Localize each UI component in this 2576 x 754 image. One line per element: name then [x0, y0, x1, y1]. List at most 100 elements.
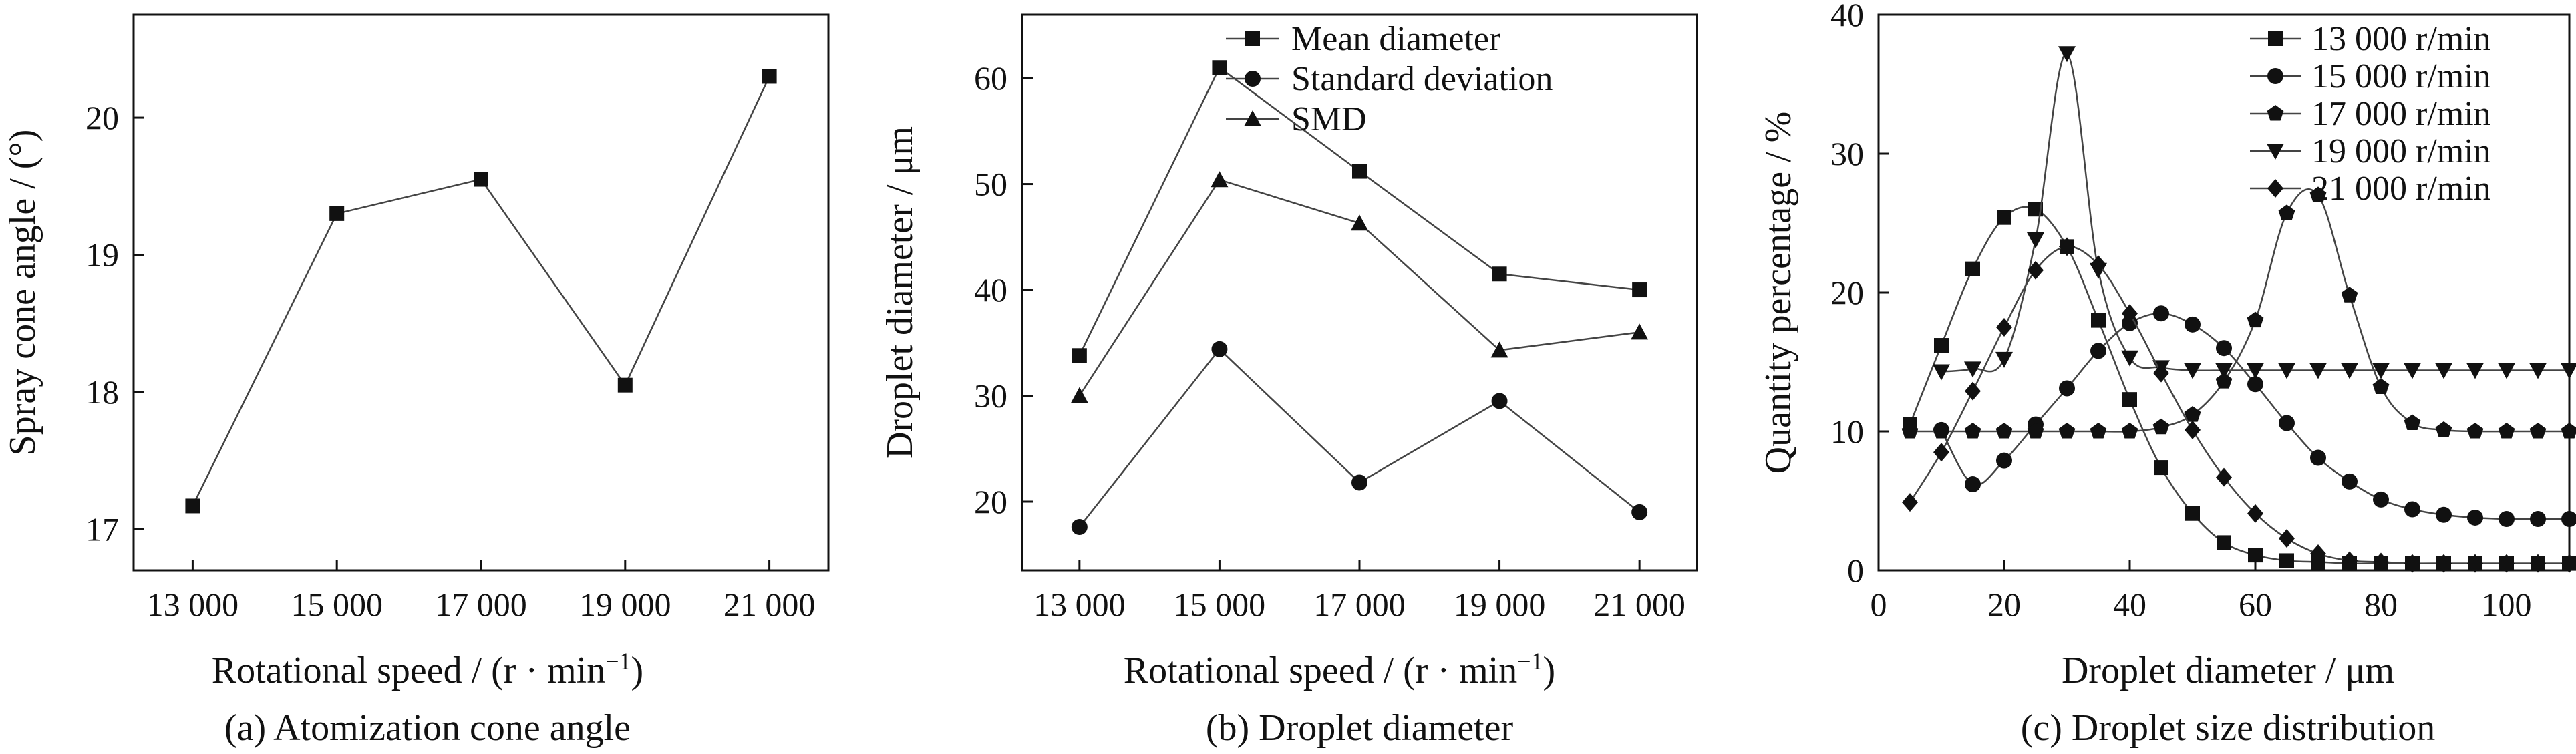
y-tick-label: 18	[86, 373, 119, 411]
data-point-s2-6	[2090, 423, 2107, 439]
panel-b-caption: (b) Droplet diameter	[1206, 707, 1514, 749]
data-point-s2-4	[1631, 323, 1649, 340]
data-point-s4-11	[2247, 504, 2263, 523]
x-tick-label: 13 000	[1033, 586, 1126, 623]
panel-a-y-ticks: 17 18 19 20	[86, 99, 144, 548]
y-tick-label: 30	[1830, 135, 1864, 172]
data-point-s4-20	[2530, 554, 2546, 573]
data-point-s1-2	[1351, 474, 1367, 491]
data-point-s4-0	[1902, 493, 1918, 512]
data-point-s4-4	[2028, 260, 2044, 280]
data-point-s0-4	[1632, 282, 1647, 298]
panel-c-y-axis-label: Quantity percentage / %	[1758, 112, 1799, 474]
data-point-s3-15	[2404, 363, 2421, 379]
data-point-s2-8	[2152, 418, 2170, 435]
legend-entry-2: 17 000 r/min	[2311, 95, 2491, 133]
data-point-s1-10	[2247, 376, 2263, 393]
data-point-s2-1	[1933, 423, 1950, 439]
data-point-s1-17	[2467, 509, 2483, 526]
data-point-s0-0	[185, 498, 200, 514]
data-point-s2-2	[1351, 214, 1368, 231]
x-tick-label: 19 000	[579, 586, 671, 623]
data-point-s0-2	[1965, 261, 1980, 276]
data-point-s4-1	[1933, 443, 1949, 462]
data-point-s2-10	[2215, 373, 2233, 389]
data-point-s4-5	[2059, 237, 2075, 256]
x-tick-label: 21 000	[1593, 586, 1685, 623]
data-point-s0-3	[1997, 210, 2011, 225]
legend-entry-0: 13 000 r/min	[2311, 20, 2491, 58]
panel-a-series	[185, 69, 777, 514]
legend-marker	[1244, 110, 1261, 126]
data-point-s2-4	[2027, 423, 2044, 439]
data-point-s4-6	[2090, 255, 2106, 274]
data-point-s2-0	[1901, 423, 1919, 439]
data-point-s4-7	[2122, 304, 2138, 323]
data-point-s3-19	[2529, 363, 2547, 379]
data-point-s1-20	[2561, 511, 2576, 528]
data-point-s4-17	[2436, 554, 2452, 573]
panel-a-y-axis-label: Spray cone angle / (°)	[2, 130, 43, 456]
data-point-s2-20	[2529, 423, 2547, 439]
data-point-s0-2	[474, 172, 488, 187]
data-point-s1-8	[2185, 316, 2201, 333]
series-line-1	[1078, 347, 1640, 528]
legend-entry-4: 21 000 r/min	[2311, 170, 2491, 208]
legend-marker	[2267, 179, 2283, 198]
data-point-s1-19	[2530, 511, 2546, 528]
legend-marker	[2267, 144, 2284, 160]
data-point-s0-1	[329, 206, 345, 221]
x-tick-label: 20	[1987, 586, 2021, 623]
data-point-s3-16	[2435, 363, 2452, 379]
data-point-s0-10	[2217, 535, 2231, 550]
x-tick-label: 19 000	[1454, 586, 1546, 623]
data-point-s0-4	[762, 69, 777, 84]
y-tick-label: 30	[974, 377, 1007, 415]
data-point-s1-0	[1071, 519, 1088, 536]
data-point-s1-7	[2153, 305, 2169, 322]
legend-marker	[2267, 68, 2283, 84]
data-point-s2-19	[2498, 423, 2515, 439]
y-tick-label: 17	[86, 510, 119, 548]
y-tick-label: 40	[1830, 0, 1864, 33]
data-point-s3-17	[2466, 363, 2484, 379]
data-point-s1-9	[2216, 340, 2232, 357]
data-point-s0-12	[2279, 553, 2294, 568]
series-curve-2	[1910, 188, 2569, 433]
x-tick-label: 15 000	[291, 586, 383, 623]
panel-c-x-axis-label: Droplet diameter / μm	[2062, 650, 2394, 691]
y-tick-label: 40	[974, 271, 1007, 309]
data-point-s1-4	[2059, 380, 2075, 397]
x-tick-label: 15 000	[1174, 586, 1266, 623]
x-tick-label: 0	[1871, 586, 1887, 623]
legend-entry-2: SMD	[1291, 100, 1367, 138]
x-tick-label: 13 000	[147, 586, 239, 623]
legend-entry-1: 15 000 r/min	[2311, 57, 2491, 96]
y-tick-label: 0	[1847, 552, 1864, 589]
data-point-s2-12	[2278, 204, 2295, 220]
y-tick-label: 20	[1830, 274, 1864, 311]
data-point-s1-1	[1965, 476, 1981, 493]
panel-a-x-axis-label: Rotational speed / (r · min−1)	[212, 648, 643, 691]
data-point-s1-13	[2342, 473, 2358, 490]
legend-marker	[1245, 71, 1261, 87]
legend-entry-3: 19 000 r/min	[2311, 132, 2491, 170]
x-tick-label: 17 000	[435, 586, 527, 623]
y-tick-label: 60	[974, 59, 1007, 97]
y-tick-label: 19	[86, 236, 119, 274]
data-point-s2-16	[2404, 414, 2421, 430]
data-point-s3-10	[2247, 363, 2264, 379]
legend-entry-0: Mean diameter	[1291, 20, 1500, 58]
panel-c-x-ticks: 0 20 40 60 80 100	[1871, 560, 2532, 623]
panel-b-droplet-diameter: 20 30 40 50 60 13 000 15 000 17 000 19 000 21 00…	[879, 13, 1698, 749]
data-point-s0-2	[1352, 164, 1367, 179]
data-point-s3-4	[2058, 46, 2076, 63]
data-point-s4-16	[2404, 554, 2420, 573]
data-point-s3-18	[2498, 363, 2515, 379]
data-point-s3-1	[1964, 361, 1981, 378]
series-curve-0	[1909, 206, 2570, 564]
